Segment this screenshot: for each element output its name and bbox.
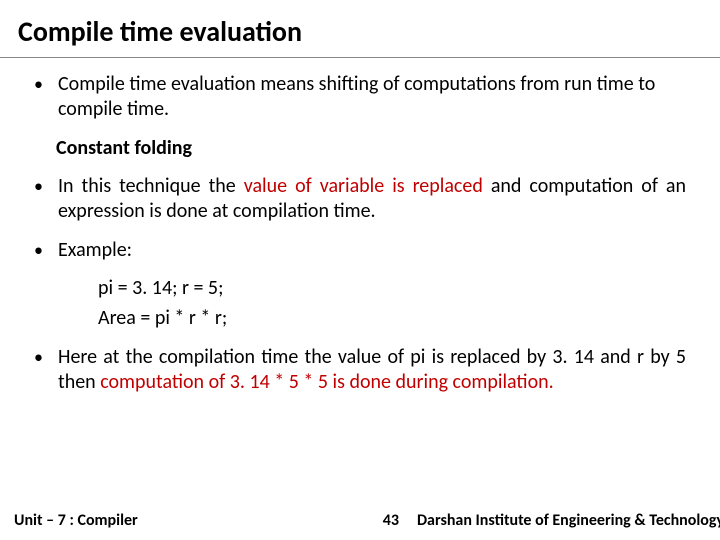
highlighted-text: value of variable is replaced xyxy=(244,174,483,198)
bullet-text: Example: xyxy=(58,238,132,263)
highlighted-text: computation of 3. 14 * 5 * 5 is done dur… xyxy=(100,370,554,394)
slide-footer: Unit – 7 : Compiler 43 Darshan Institute… xyxy=(0,511,720,530)
bullet-item: • In this technique the value of variabl… xyxy=(34,174,686,224)
code-line: pi = 3. 14; r = 5; xyxy=(98,273,686,303)
bullet-item: • Compile time evaluation means shifting… xyxy=(34,72,686,122)
bullet-item: • Example: xyxy=(34,238,686,263)
slide-content: • Compile time evaluation means shifting… xyxy=(0,72,720,395)
footer-institute: Darshan Institute of Engineering & Techn… xyxy=(417,511,720,530)
footer-unit: Unit – 7 : Compiler xyxy=(14,511,138,530)
slide-title: Compile time evaluation xyxy=(0,0,720,58)
bullet-marker: • xyxy=(34,238,58,263)
bullet-text: In this technique the value of variable … xyxy=(58,174,686,224)
footer-page-number: 43 xyxy=(383,511,399,530)
code-example: pi = 3. 14; r = 5; Area = pi * r * r; xyxy=(98,273,686,333)
bullet-marker: • xyxy=(34,72,58,122)
text-segment: In this technique the xyxy=(58,174,244,198)
bullet-text: Here at the compilation time the value o… xyxy=(58,345,686,395)
bullet-item: • Here at the compilation time the value… xyxy=(34,345,686,395)
code-line: Area = pi * r * r; xyxy=(98,303,686,333)
bullet-marker: • xyxy=(34,345,58,395)
bullet-marker: • xyxy=(34,174,58,224)
bullet-text: Compile time evaluation means shifting o… xyxy=(58,72,686,122)
sub-heading: Constant folding xyxy=(56,136,686,160)
